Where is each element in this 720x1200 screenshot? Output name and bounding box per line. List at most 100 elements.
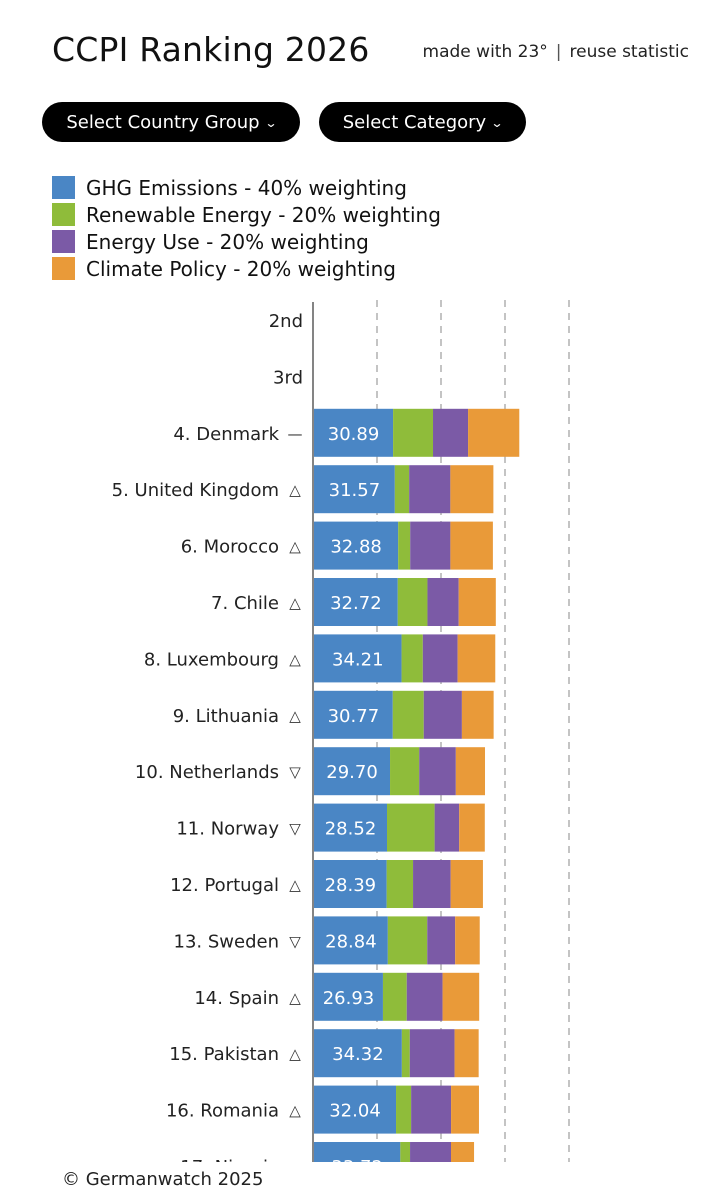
bar-segment-policy (468, 408, 520, 457)
bar-row: 8. Luxembourg △ 34.21 (144, 634, 496, 683)
bar-segment-energy (427, 916, 456, 965)
trend-icon: △ (289, 650, 301, 668)
bar-segment-policy (451, 1142, 475, 1162)
bar-segment-ghg (314, 916, 388, 965)
category-label: 14. Spain (194, 988, 279, 1009)
bar-value-label: 28.84 (325, 931, 377, 952)
bar-segment-ghg (314, 972, 383, 1021)
bar-row: 16. Romania △ 32.04 (166, 1085, 479, 1134)
bar-value-label: 30.89 (328, 424, 380, 445)
page-title: CCPI Ranking 2026 (52, 30, 370, 69)
category-dropdown[interactable]: Select Category ⌄ (319, 102, 526, 142)
country-group-label: Select Country Group (66, 111, 260, 133)
bar-value-label: 32.88 (330, 537, 382, 558)
bar-value-label: 34.32 (332, 1044, 384, 1065)
bar-segment-policy (457, 634, 496, 683)
bar-segment-energy (409, 1029, 455, 1078)
bar-segment-energy (427, 578, 459, 626)
bar-row: 17. Nigeria 33.72 (180, 1142, 475, 1162)
trend-icon: ▽ (289, 932, 301, 950)
ccpi-stacked-bar-chart: 2nd 3rd 4. Denmark — 30.89 5. United Kingdom △… (112, 300, 570, 1162)
bar-segment-energy (423, 690, 462, 739)
country-group-dropdown[interactable]: Select Country Group ⌄ (42, 102, 300, 142)
bar-segment-energy (422, 634, 458, 683)
reuse-statistic-link[interactable]: reuse statistic (569, 42, 690, 62)
trend-icon: △ (289, 481, 301, 499)
category-label: 16. Romania (166, 1101, 279, 1122)
trend-icon: △ (289, 1045, 301, 1063)
category-label: 6. Morocco (181, 537, 279, 558)
bar-segment-renewable (382, 972, 407, 1021)
link-separator: | (555, 42, 562, 62)
bar-segment-renewable (387, 803, 435, 852)
bar-segment-ghg (314, 803, 388, 852)
bar-value-label: 32.04 (329, 1101, 381, 1122)
bar-row: 10. Netherlands ▽ 29.70 (135, 747, 486, 796)
bar-segment-policy (455, 747, 486, 796)
bar-row: 11. Norway ▽ 28.52 (176, 803, 485, 852)
bar-row: 7. Chile △ 32.72 (211, 578, 496, 626)
bar-segment-energy (419, 747, 456, 796)
trend-icon: ▽ (289, 763, 301, 781)
bar-value-label: 30.77 (328, 706, 380, 727)
legend-item-ghg: GHG Emissions - 40% weighting (52, 174, 441, 201)
bar-segment-renewable (401, 634, 423, 683)
category-label: 11. Norway (176, 819, 279, 840)
bar-segment-policy (459, 803, 485, 852)
legend-label-ghg: GHG Emissions - 40% weighting (86, 175, 407, 200)
category-label: 8. Luxembourg (144, 649, 279, 670)
legend-label-policy: Climate Policy - 20% weighting (86, 256, 396, 281)
bar-segment-policy (454, 1029, 479, 1078)
bar-segment-renewable (400, 1142, 411, 1162)
category-label: 10. Netherlands (135, 762, 279, 783)
bar-segment-ghg (314, 1029, 402, 1078)
category-label: 13. Sweden (174, 931, 279, 952)
bar-row: 15. Pakistan △ 34.32 (169, 1029, 479, 1078)
bar-value-label: 29.70 (326, 762, 378, 783)
bar-row: 5. United Kingdom △ 31.57 (112, 465, 494, 514)
bar-row: 12. Portugal △ 28.39 (170, 860, 483, 908)
trend-icon: △ (289, 876, 301, 894)
legend-item-renewable: Renewable Energy - 20% weighting (52, 201, 441, 228)
category-label: 4. Denmark (173, 424, 279, 445)
bar-value-label: 34.21 (332, 649, 384, 670)
bar-segment-ghg (314, 1085, 397, 1134)
bar-segment-renewable (386, 860, 414, 908)
category-label: 7. Chile (211, 593, 279, 614)
bar-row: 4. Denmark — 30.89 (173, 408, 520, 457)
bar-segment-policy (455, 916, 480, 965)
bar-row: 9. Lithuania △ 30.77 (173, 690, 494, 739)
trend-icon: △ (289, 594, 301, 612)
copyright-footer: © Germanwatch 2025 (62, 1169, 264, 1190)
legend-label-energy: Energy Use - 20% weighting (86, 229, 369, 254)
bar-row: 13. Sweden ▽ 28.84 (174, 916, 480, 965)
legend-swatch-ghg (52, 176, 75, 199)
legend-swatch-energy (52, 230, 75, 253)
bar-segment-renewable (396, 1085, 412, 1134)
bar-segment-renewable (393, 408, 434, 457)
made-with-link[interactable]: made with 23° (422, 42, 548, 62)
trend-icon: △ (289, 1102, 301, 1120)
bar-segment-policy (458, 578, 496, 626)
bar-segment-renewable (401, 1029, 410, 1078)
bar-segment-renewable (398, 521, 411, 570)
bar-segment-renewable (387, 916, 428, 965)
bar-segment-renewable (394, 465, 410, 514)
bar-segment-ghg (314, 1142, 401, 1162)
category-label: 17. Nigeria (180, 1157, 279, 1162)
bar-segment-ghg (314, 521, 399, 570)
bar-segment-energy (433, 408, 469, 457)
bar-segment-renewable (390, 747, 420, 796)
legend-swatch-renewable (52, 203, 75, 226)
legend-swatch-policy (52, 257, 75, 280)
trend-icon: △ (289, 989, 301, 1007)
bar-segment-ghg (314, 860, 387, 908)
bar-row: 6. Morocco △ 32.88 (181, 521, 493, 570)
bar-segment-ghg (314, 408, 394, 457)
trend-icon: — (288, 425, 303, 443)
bar-segment-energy (410, 1142, 452, 1162)
bar-segment-policy (450, 465, 494, 514)
bar-value-label: 28.52 (325, 819, 377, 840)
bar-segment-policy (461, 690, 494, 739)
bar-value-label: 33.72 (331, 1157, 383, 1162)
